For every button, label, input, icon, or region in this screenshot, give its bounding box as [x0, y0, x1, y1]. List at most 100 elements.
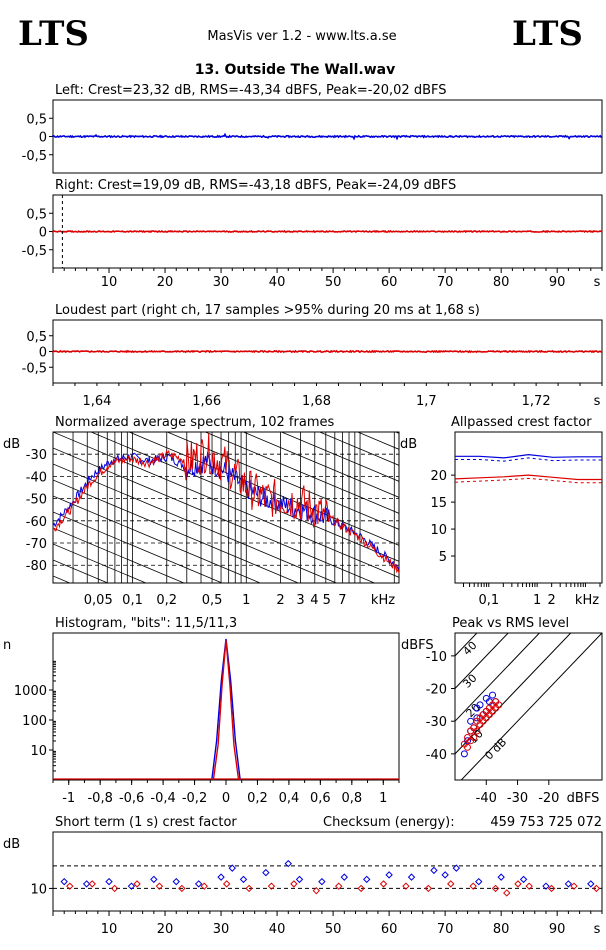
shortcrest-point-left	[430, 866, 438, 875]
spectrum-slope-line	[53, 640, 399, 785]
left_waveform-ytick-label: 0	[39, 131, 47, 146]
shortcrest-point-right	[514, 880, 522, 888]
spectrum-ylabel: dB	[3, 437, 20, 452]
allpassed-series-right-dashed	[454, 477, 602, 484]
spectrum-slope-line	[166, 432, 399, 530]
peakrms-diagonal	[455, 633, 478, 657]
histogram-series-left	[211, 638, 241, 781]
shortcrest-point-right	[222, 880, 231, 888]
shortcrest-point-left	[542, 882, 550, 890]
shortcrest-point-left	[318, 877, 326, 886]
shortcrest-point-right	[178, 884, 186, 893]
spectrum-ytick-label: -60	[26, 515, 47, 530]
right_waveform-ytick-label: 0,5	[26, 207, 47, 222]
checksum-label: Checksum (energy):	[323, 815, 455, 830]
shortcrest-point-left	[340, 873, 349, 881]
shortcrest-point-left	[262, 868, 270, 877]
allpassed-ytick-label: 5	[439, 550, 447, 565]
peakrms-xtick-label: -30	[507, 791, 528, 806]
shortcrest-xtick-label: s	[594, 922, 601, 937]
spectrum-slope-line	[53, 511, 224, 583]
spectrum-slope-line	[53, 432, 399, 578]
histogram-xtick-label: 0,8	[341, 791, 362, 806]
right-xtick-label: 20	[157, 275, 174, 290]
shortcrest-point-right	[402, 882, 410, 890]
spectrum-xtick-label: 0,1	[122, 593, 143, 608]
shortcrest-point-left	[452, 864, 461, 872]
peakrms-ytick-label: -40	[426, 748, 447, 763]
histogram-ytick-label: 1000	[14, 684, 47, 699]
peakrms-ytick-label: -10	[426, 650, 447, 665]
histogram-xtick-label: 1	[379, 791, 387, 806]
shortcrest-point-right	[334, 882, 343, 890]
shortcrest-frame	[52, 831, 603, 912]
loudest-xtick-label: 1,68	[302, 394, 331, 409]
peakrms-ylabel: dBFS	[401, 638, 434, 653]
shortcrest-point-left	[127, 882, 136, 890]
shortcrest-point-left	[295, 875, 304, 884]
allpassed-series-left-dashed	[455, 457, 602, 462]
spectrum-slope-line	[53, 463, 338, 583]
shortcrest-point-right	[447, 880, 455, 888]
shortcrest-point-right	[379, 880, 388, 888]
shortcrest-point-right	[312, 886, 321, 895]
allpassed-xtick-label: 0,1	[478, 593, 499, 608]
allpassed-series-right	[454, 474, 602, 481]
spectrum-slope-line	[53, 224, 399, 369]
allpassed-ylabel: dB	[400, 437, 417, 452]
shortcrest-point-left	[239, 875, 248, 884]
shortcrest-point-left	[497, 873, 505, 881]
shortcrest-point-left	[172, 877, 180, 886]
shortcrest-point-left	[441, 871, 449, 879]
loudest-xtick-label: 1,7	[416, 394, 437, 409]
spectrum-series-right	[52, 433, 400, 574]
shortcrest-point-right	[525, 882, 533, 890]
loudest-xtick-label: s	[594, 394, 601, 409]
right-xtick-label: 50	[325, 275, 342, 290]
histogram-xtick-label: -0,4	[150, 791, 175, 806]
spectrum-xtick-label: 0,2	[156, 593, 177, 608]
spectrum-slope-line	[53, 527, 185, 583]
shortcrest-point-left	[284, 859, 292, 868]
shortcrest-point-right	[547, 884, 556, 893]
peakrms-xlabel: dBFS	[567, 791, 600, 806]
shortcrest-xtick-label: 70	[437, 922, 454, 937]
shortcrest-point-right	[290, 880, 298, 888]
peakrms-diag-label: 0 dB	[482, 736, 509, 763]
shortcrest-xtick-label: 60	[381, 922, 398, 937]
right-xtick-label: 60	[381, 275, 398, 290]
loudest-xtick-label: 1,72	[522, 394, 551, 409]
peakrms-diag-label: 30	[460, 672, 479, 691]
shortcrest-point-left	[150, 875, 158, 884]
logo-left: LTS	[18, 14, 89, 54]
allpassed-xtick-label: 2	[548, 593, 556, 608]
peakrms-xtick-label: -40	[476, 791, 497, 806]
histogram-series-right	[212, 640, 240, 781]
shortcrest-point-left	[564, 880, 573, 888]
loudest_part-trace	[52, 349, 603, 354]
shortcrest-point-right	[267, 882, 276, 890]
shortcrest-point-left	[587, 880, 595, 888]
spectrum-slope-line	[53, 447, 376, 583]
spectrum-xtick-label: 1	[242, 593, 250, 608]
peakrms-ytick-label: -30	[426, 715, 447, 730]
shortcrest-point-left	[217, 873, 225, 881]
right_waveform-title: Right: Crest=19,09 dB, RMS=-43,18 dBFS, …	[55, 178, 456, 193]
allpassed-xtick-label: 1	[533, 593, 541, 608]
right-xtick-label: 40	[269, 275, 286, 290]
peakrms-diagonal	[460, 633, 602, 780]
spectrum-slope-line	[318, 432, 399, 466]
left_waveform-ytick-label: -0,5	[22, 149, 47, 164]
peakrms-xtick-label: -20	[538, 791, 559, 806]
peakrms-point-left	[473, 714, 481, 722]
spectrum-slope-line	[53, 592, 399, 737]
shortcrest-point-right	[66, 882, 74, 890]
right_waveform-ytick-label: -0,5	[22, 244, 47, 259]
allpassed-xtick-label: kHz	[575, 593, 599, 608]
spectrum-slope-line	[242, 432, 399, 498]
right_waveform-ytick-label: 0	[39, 226, 47, 241]
allpassed-series-left	[455, 453, 602, 459]
shortcrest-point-right	[503, 889, 511, 897]
peakrms-point-right	[473, 727, 481, 735]
